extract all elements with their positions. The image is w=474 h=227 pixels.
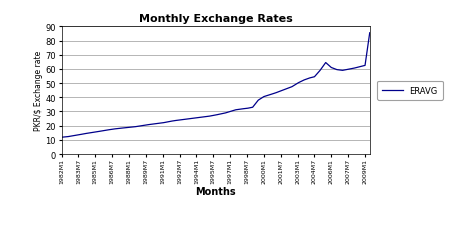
ERAVG (59, 136, 64, 139)
Title: Monthly Exchange Rates: Monthly Exchange Rates (139, 14, 292, 24)
ERAVG (367, 32, 373, 35)
ERAVG (93, 131, 99, 134)
ERAVG (356, 66, 361, 69)
Line: ERAVG: ERAVG (62, 34, 370, 138)
Legend: ERAVG: ERAVG (377, 81, 443, 100)
X-axis label: Months: Months (195, 186, 236, 196)
ERAVG (328, 67, 334, 69)
ERAVG (83, 133, 89, 135)
Y-axis label: PKR/$ Exchange rate: PKR/$ Exchange rate (34, 51, 43, 131)
ERAVG (252, 104, 257, 107)
ERAVG (67, 135, 73, 138)
